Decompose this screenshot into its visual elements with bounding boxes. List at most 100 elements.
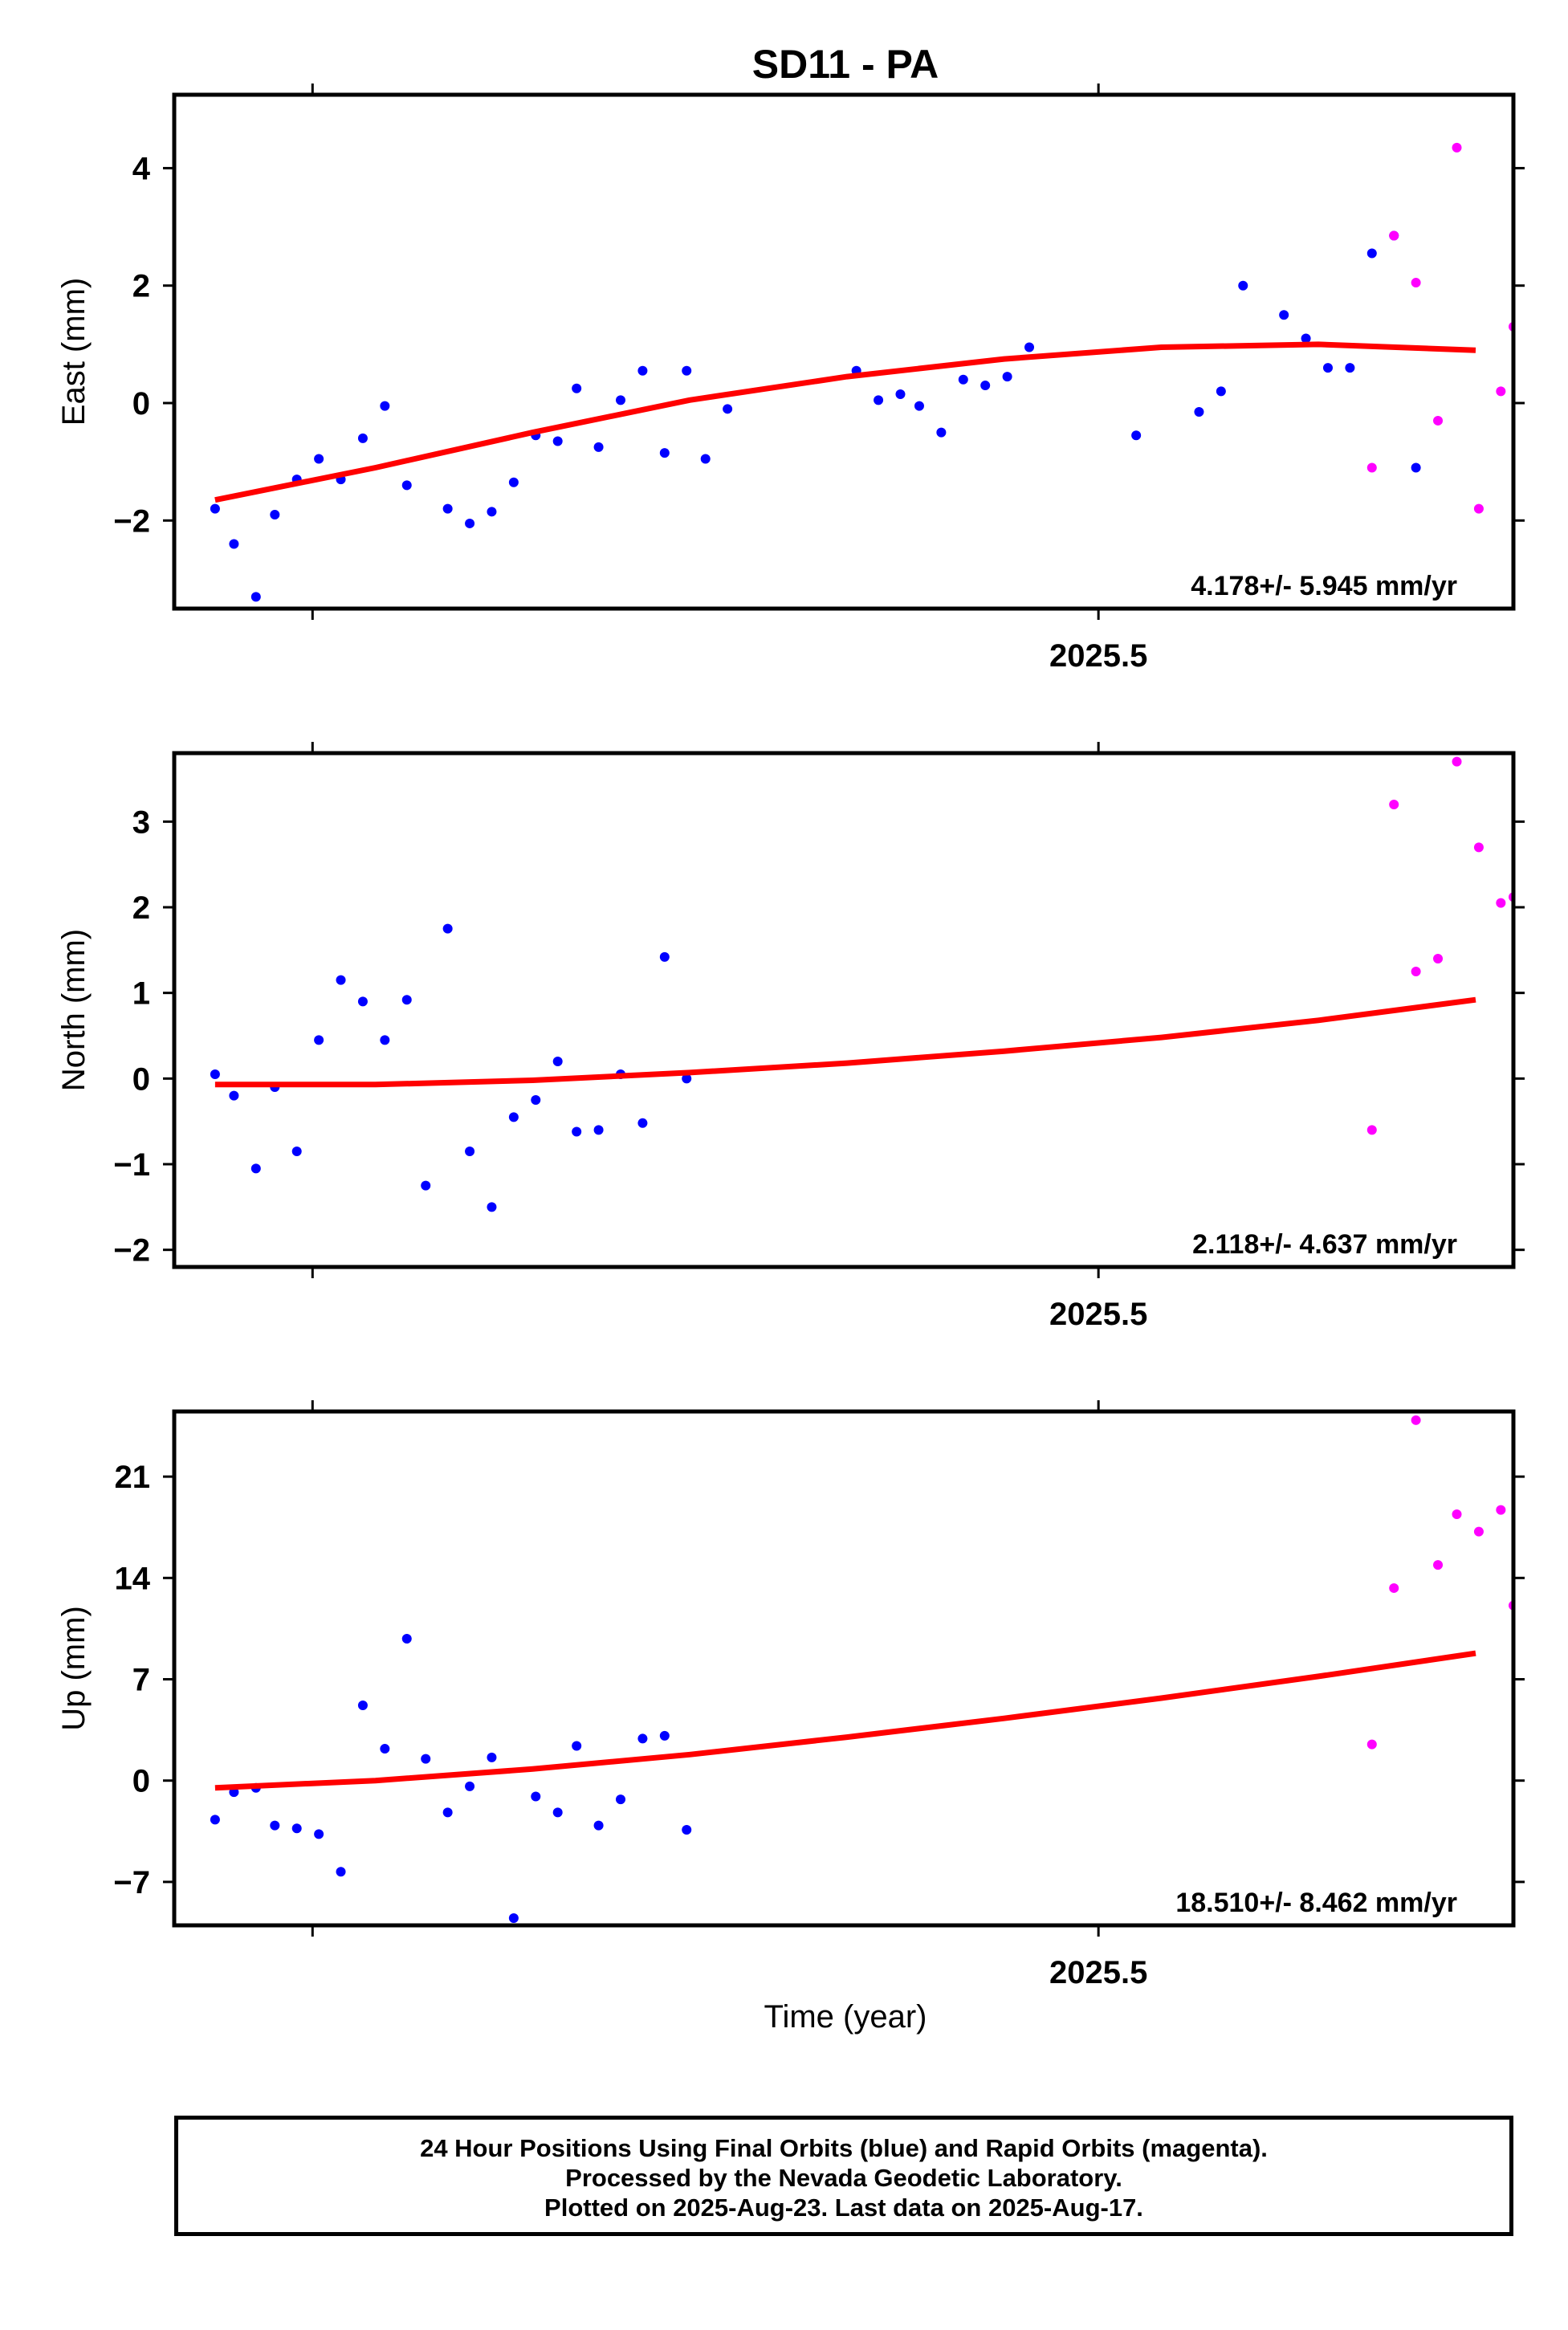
rapid-orbit-point	[1366, 1125, 1377, 1135]
final-orbit-point	[210, 1815, 220, 1825]
final-orbit-point	[1024, 342, 1035, 352]
final-orbit-point	[552, 436, 563, 446]
trend-line	[214, 1650, 1476, 1791]
final-orbit-point	[380, 1744, 390, 1754]
final-orbit-point	[291, 1147, 302, 1156]
rate-annotation: 18.510+/- 8.462 mm/yr	[1175, 1888, 1457, 1918]
rapid-orbit-point	[1473, 503, 1484, 514]
final-orbit-point	[682, 1073, 692, 1084]
final-orbit-point	[314, 454, 324, 464]
final-orbit-point	[659, 448, 670, 458]
y-tick-label: 0	[132, 1061, 150, 1097]
final-orbit-point	[958, 374, 968, 385]
rapid-orbit-point	[1389, 230, 1399, 241]
final-orbit-point	[682, 365, 692, 376]
rapid-orbit-point	[1496, 1505, 1506, 1515]
final-orbit-point	[442, 923, 453, 934]
rapid-orbit-point	[1496, 898, 1506, 908]
final-orbit-point	[314, 1829, 324, 1839]
x-tick-label: 2025.5	[1049, 1297, 1147, 1332]
final-orbit-point	[980, 381, 991, 391]
final-orbit-point	[270, 509, 280, 519]
plot-frame	[172, 1409, 1516, 1928]
x-tick-label: 2025.5	[1049, 1955, 1147, 1990]
final-orbit-point	[1322, 363, 1333, 373]
final-orbit-point	[1301, 333, 1311, 344]
final-orbit-point	[250, 1163, 261, 1174]
final-orbit-point	[487, 507, 497, 517]
rapid-orbit-point	[1473, 1526, 1484, 1537]
y-tick-label: 0	[132, 386, 150, 422]
final-orbit-point	[593, 1820, 604, 1831]
final-orbit-point	[874, 395, 884, 405]
rapid-orbit-point	[1366, 462, 1377, 473]
final-orbit-point	[357, 433, 368, 443]
final-orbit-point	[487, 1752, 497, 1762]
final-orbit-point	[637, 365, 648, 376]
plot-frame	[172, 751, 1516, 1269]
final-orbit-point	[1002, 372, 1012, 382]
final-orbit-point	[250, 592, 261, 602]
final-orbit-point	[659, 951, 670, 962]
final-orbit-point	[442, 1807, 453, 1818]
rapid-orbit-point	[1366, 1739, 1377, 1750]
final-orbit-point	[421, 1180, 431, 1191]
rapid-orbit-point	[1433, 954, 1444, 963]
final-orbit-point	[465, 1147, 475, 1156]
final-orbit-point	[229, 539, 239, 549]
panel-1: 2025.5 −2 0 2 4 East (mm) 4.178+/- 5.945 mm/yr	[56, 84, 1525, 674]
final-orbit-point	[895, 389, 906, 400]
final-orbit-point	[401, 1634, 412, 1644]
y-axis-label: East (mm)	[56, 278, 92, 426]
footer-line-1: 24 Hour Positions Using Final Orbits (bl…	[420, 2134, 1268, 2162]
final-orbit-point	[572, 1741, 582, 1751]
trend-line	[214, 341, 1476, 503]
final-orbit-point	[210, 1069, 220, 1079]
panel-3: 2025.5 −7 0 7 14 21 Up (mm) 18.510+/- 8.462 mm/…	[56, 1400, 1525, 1990]
rapid-orbit-point	[1452, 1509, 1462, 1519]
y-tick-label: −7	[113, 1865, 150, 1900]
data-layer	[210, 1415, 1513, 1923]
final-orbit-point	[936, 427, 947, 438]
rapid-orbit-point	[1433, 1560, 1444, 1570]
final-orbit-point	[914, 401, 924, 411]
final-orbit-point	[552, 1057, 563, 1066]
final-orbit-point	[487, 1202, 497, 1212]
x-tick-label: 2025.5	[1049, 638, 1147, 674]
rapid-orbit-point	[1411, 967, 1421, 976]
y-tick-label: 2	[132, 890, 150, 926]
data-layer	[210, 142, 1513, 602]
final-orbit-point	[291, 1823, 302, 1834]
final-orbit-point	[401, 995, 412, 1005]
rapid-orbit-point	[1452, 756, 1462, 767]
final-orbit-point	[637, 1733, 648, 1744]
rapid-orbit-point	[1411, 278, 1421, 288]
final-orbit-point	[593, 1125, 604, 1135]
final-orbit-point	[1131, 430, 1142, 441]
y-tick-label: 21	[115, 1460, 151, 1495]
data-layer	[210, 756, 1513, 1212]
final-orbit-point	[357, 1700, 368, 1710]
final-orbit-point	[1194, 406, 1204, 417]
rapid-orbit-point	[1452, 142, 1462, 153]
plot-frame	[172, 92, 1516, 611]
final-orbit-point	[380, 401, 390, 411]
final-orbit-point	[1345, 363, 1355, 373]
final-orbit-point	[593, 442, 604, 452]
final-orbit-point	[1279, 310, 1289, 320]
final-orbit-point	[1238, 280, 1248, 291]
final-orbit-point	[637, 1118, 648, 1128]
rapid-orbit-point	[1411, 1415, 1421, 1425]
final-orbit-point	[1216, 386, 1226, 397]
rate-annotation: 4.178+/- 5.945 mm/yr	[1191, 571, 1457, 601]
final-orbit-point	[442, 503, 453, 514]
y-tick-label: 14	[115, 1561, 151, 1596]
final-orbit-point	[401, 480, 412, 491]
final-orbit-point	[336, 975, 346, 985]
final-orbit-point	[531, 1791, 541, 1802]
final-orbit-point	[270, 1820, 280, 1831]
final-orbit-point	[357, 996, 368, 1007]
rapid-orbit-point	[1389, 1583, 1399, 1593]
final-orbit-point	[508, 1912, 519, 1923]
y-tick-label: 4	[132, 151, 151, 186]
